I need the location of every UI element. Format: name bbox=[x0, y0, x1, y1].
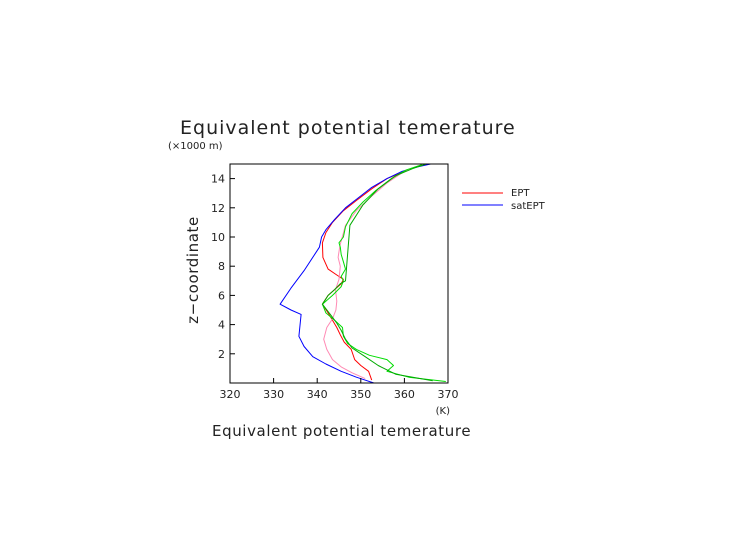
y-tick-label: 12 bbox=[211, 202, 225, 215]
y-tick-label: 4 bbox=[218, 319, 225, 332]
series-line-ept bbox=[321, 164, 422, 381]
x-tick-label: 320 bbox=[220, 388, 241, 401]
x-tick-label: 350 bbox=[350, 388, 371, 401]
y-axis-units: (×1000 m) bbox=[168, 141, 223, 152]
series-line-unlabeled-2 bbox=[323, 164, 422, 380]
x-tick-label: 340 bbox=[307, 388, 328, 401]
series-line-unlabeled-4 bbox=[321, 163, 433, 382]
legend-label-ept: EPT bbox=[511, 188, 530, 199]
series-line-unlabeled-3 bbox=[321, 164, 446, 382]
legend: EPT satEPT bbox=[462, 188, 546, 212]
y-tick-label: 10 bbox=[211, 231, 225, 244]
x-tick-label: 360 bbox=[394, 388, 415, 401]
x-ticks: 320 330 340 350 360 370 bbox=[220, 378, 459, 401]
y-tick-label: 8 bbox=[218, 260, 225, 273]
legend-item-ept: EPT bbox=[462, 188, 530, 199]
plot-lines bbox=[279, 163, 446, 384]
y-axis-title: z−coordinate bbox=[184, 216, 202, 324]
y-tick-label: 6 bbox=[218, 289, 225, 302]
x-axis-title: Equivalent potential temerature bbox=[212, 422, 471, 440]
y-tick-label: 14 bbox=[211, 173, 225, 186]
x-tick-label: 330 bbox=[263, 388, 284, 401]
y-ticks: 2 4 6 8 10 12 14 bbox=[211, 173, 235, 361]
chart-title: Equivalent potential temerature bbox=[180, 117, 516, 139]
legend-item-satept: satEPT bbox=[462, 201, 546, 212]
legend-label-satept: satEPT bbox=[511, 201, 546, 212]
series-line-satept bbox=[279, 163, 431, 384]
x-tick-label: 370 bbox=[438, 388, 459, 401]
x-axis-units: (K) bbox=[436, 406, 450, 417]
y-tick-label: 2 bbox=[218, 348, 225, 361]
plot-frame bbox=[229, 163, 449, 384]
